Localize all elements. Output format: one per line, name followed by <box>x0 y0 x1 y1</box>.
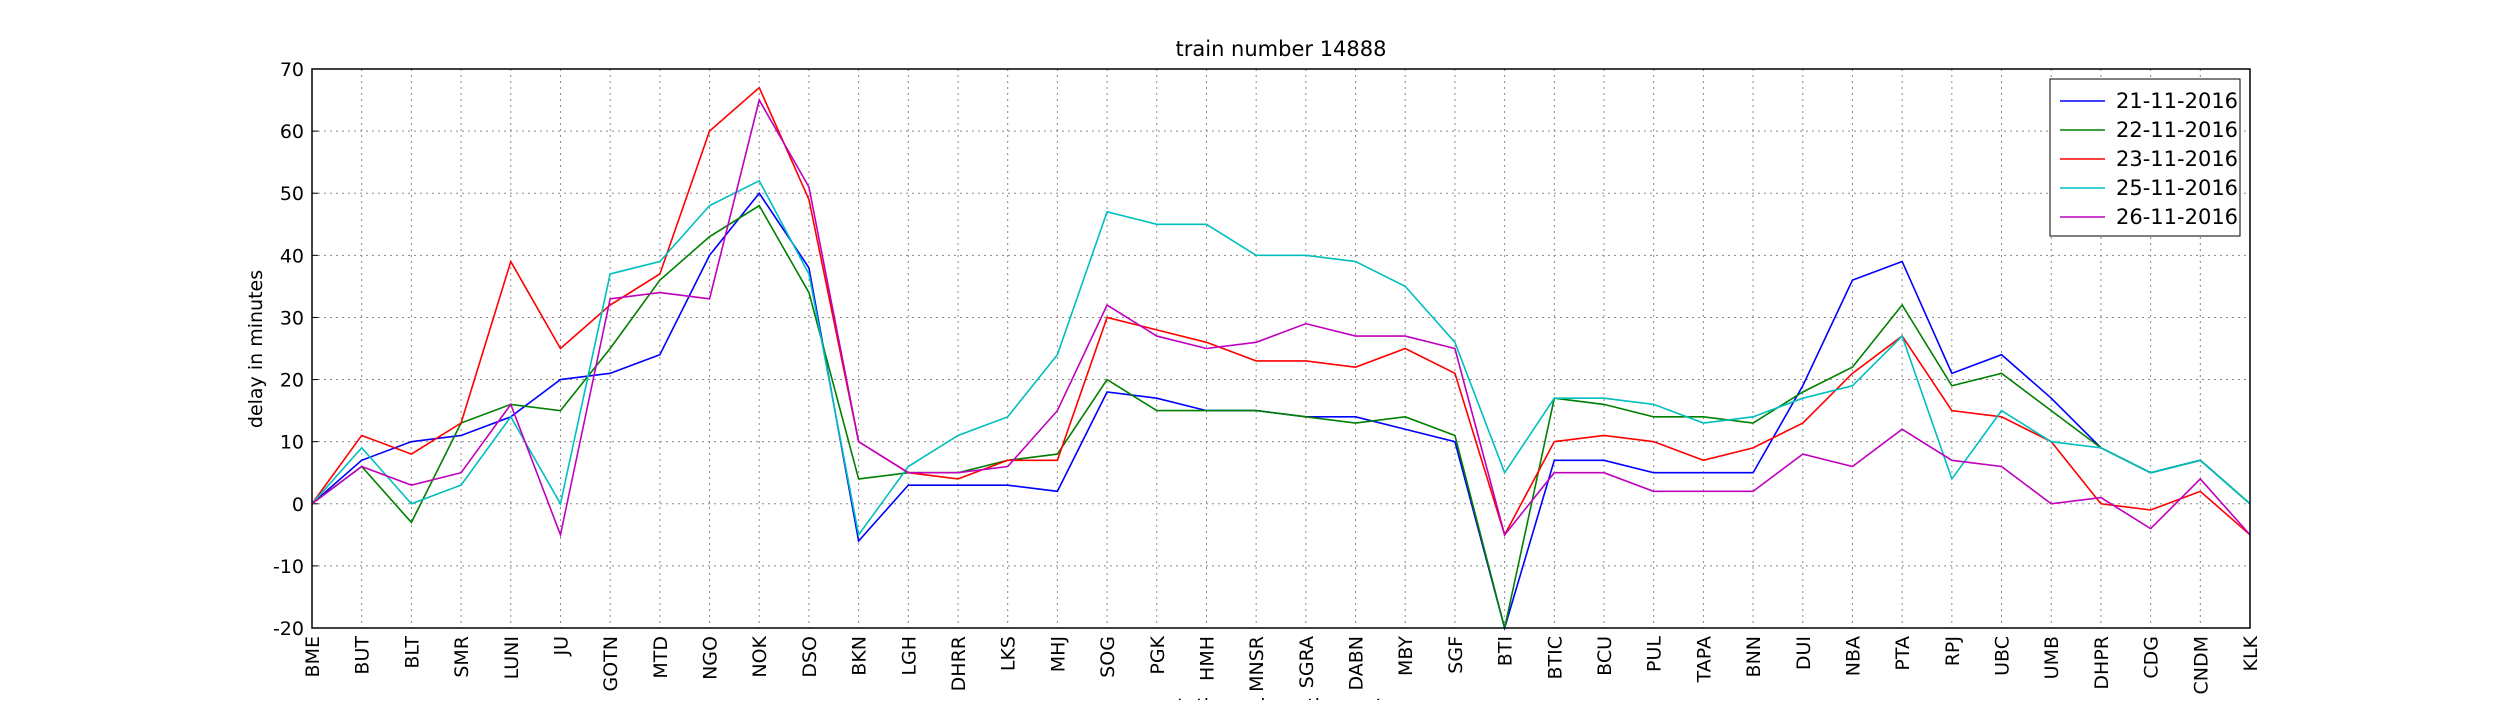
x-tick-label: DUI <box>1793 636 1815 670</box>
x-tick-label: NBA <box>1842 636 1864 676</box>
x-tick-label: TAPA <box>1693 636 1715 683</box>
x-tick-label: HMH <box>1196 636 1218 681</box>
x-tick-label: CNDM <box>2190 636 2212 695</box>
x-tick-label: NOK <box>749 635 771 677</box>
x-tick-label: LKS <box>998 636 1020 671</box>
y-tick-label: 30 <box>280 307 304 329</box>
x-tick-label: SGF <box>1445 636 1467 674</box>
line-series <box>311 179 2251 537</box>
legend-label: 23-11-2016 <box>2116 147 2238 171</box>
x-tick-label: BCU <box>1594 636 1616 676</box>
plot-frame <box>311 68 2251 629</box>
legend: 21-11-2016 22-11-2016 23-11-2016 25-11-2016… <box>2049 78 2241 237</box>
x-tick-label: BME <box>302 636 324 677</box>
y-tick-label: 60 <box>280 121 304 143</box>
x-tick-label: LGH <box>898 636 920 676</box>
x-tick-label: UMB <box>2041 636 2063 679</box>
x-tick-label: MHJ <box>1047 636 1069 672</box>
legend-label: 26-11-2016 <box>2116 205 2238 229</box>
x-tick-label: GOTN <box>600 636 622 692</box>
x-tick-label: NGO <box>700 636 722 680</box>
chart-title: train number 14888 <box>1176 37 1387 61</box>
x-tick-label: BNN <box>1743 636 1765 677</box>
y-tick-label: -10 <box>273 556 304 578</box>
x-tick-label: CDG <box>2141 636 2163 679</box>
line-series <box>311 204 2251 629</box>
x-tick-label: BTIC <box>1544 636 1566 680</box>
x-tick-label: MBY <box>1395 636 1417 676</box>
y-tick-label: 10 <box>280 432 304 454</box>
x-tick-label: UBC <box>1992 636 2014 676</box>
y-tick-label: 70 <box>280 59 304 81</box>
x-tick-label: BUT <box>352 636 374 675</box>
legend-label: 22-11-2016 <box>2116 118 2238 142</box>
x-tick-label: DABN <box>1346 636 1368 691</box>
x-tick-label: DHRR <box>948 636 970 691</box>
x-tick-label: RPJ <box>1942 636 1964 666</box>
line-series <box>311 86 2251 537</box>
x-tick-label: BLT <box>401 636 423 669</box>
x-tick-label: MTD <box>650 636 672 679</box>
legend-label: 25-11-2016 <box>2116 176 2238 200</box>
x-tick-label: PUL <box>1644 636 1666 672</box>
x-tick-label: BTI <box>1495 636 1517 666</box>
y-tick-label: -20 <box>273 618 304 640</box>
x-tick-label: PGK <box>1147 635 1169 674</box>
y-tick-label: 20 <box>280 370 304 392</box>
line-series <box>311 191 2251 631</box>
y-axis-label: delay in minutes <box>245 270 267 428</box>
x-tick-label: PTA <box>1892 636 1914 671</box>
x-axis-label: stations along the route <box>1167 695 1394 700</box>
x-tick-label: JU <box>550 636 572 657</box>
x-tick-label: MNSR <box>1246 636 1268 692</box>
x-tick-label: SMR <box>451 636 473 678</box>
x-tick-label: SOG <box>1097 636 1119 678</box>
y-tick-label: 50 <box>280 183 304 205</box>
x-tick-label: BKN <box>849 636 871 676</box>
line-series <box>311 97 2251 538</box>
legend-box <box>2049 78 2241 237</box>
x-tick-label: LUNI <box>501 636 523 679</box>
legend-label: 21-11-2016 <box>2116 89 2238 113</box>
x-tick-label: SGRA <box>1296 636 1318 688</box>
y-tick-label: 40 <box>280 245 304 267</box>
x-tick-label: DHPR <box>2091 636 2113 690</box>
x-tick-label: KLK <box>2240 635 2262 671</box>
x-tick-label: DSO <box>799 636 821 678</box>
y-tick-label: 0 <box>292 494 304 516</box>
